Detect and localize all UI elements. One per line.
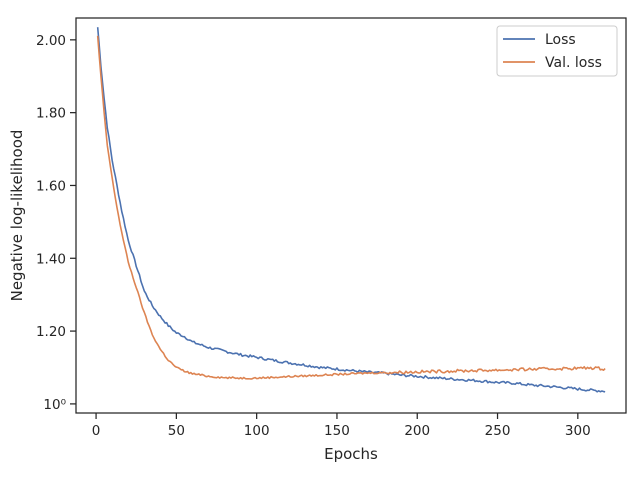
- y-tick-label: 2.00: [36, 33, 66, 49]
- x-tick-label: 50: [168, 423, 185, 439]
- series-line-loss: [96, 27, 606, 393]
- plot-frame: [75, 17, 627, 414]
- y-tick-label: 1.40: [36, 251, 66, 267]
- legend-entry: Val. loss: [545, 55, 602, 71]
- y-tick-label: 1.60: [36, 178, 66, 194]
- y-tick-label: 1.20: [36, 324, 66, 340]
- series-layer: [96, 27, 606, 393]
- x-tick-label: 0: [92, 423, 101, 439]
- x-tick-label: 300: [565, 423, 591, 439]
- series-line-val-loss: [96, 35, 606, 380]
- y-tick-label: 1.80: [36, 106, 66, 122]
- legend-entry: Loss: [545, 32, 576, 48]
- y-tick-label: 10⁰: [43, 397, 66, 413]
- x-tick-label: 200: [404, 423, 430, 439]
- legend: Loss Val. loss: [496, 25, 618, 77]
- x-tick-label: 100: [244, 423, 270, 439]
- x-tick-label: 250: [485, 423, 511, 439]
- ticks-layer: 0 50 100 150 200 250 300 10⁰ 1.20 1.40 1.60 1.80 2.0…: [36, 33, 591, 439]
- y-axis-label: Negative log-likelihood: [8, 130, 26, 302]
- x-tick-label: 150: [324, 423, 350, 439]
- x-axis-label: Epochs: [324, 445, 378, 463]
